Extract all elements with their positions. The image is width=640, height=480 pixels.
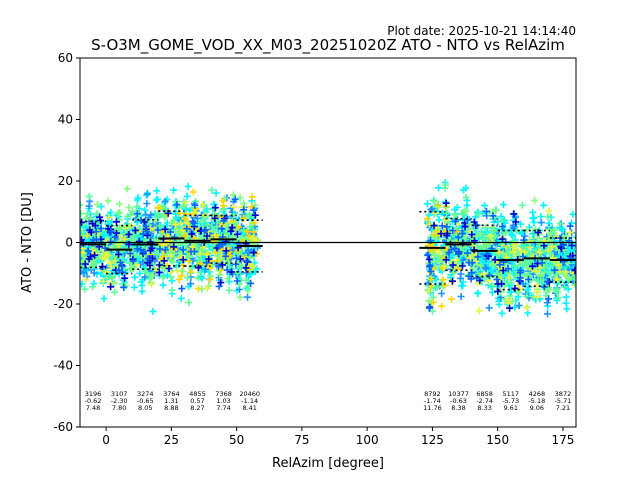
bin-count-label: 20460 [239, 390, 260, 398]
scatter-marker-group [84, 195, 575, 312]
bin-count-label: 3196 [85, 390, 102, 398]
x-axis-label: RelAzim [degree] [272, 456, 384, 471]
bin-std-label: 9.61 [503, 404, 517, 412]
x-tick-label: 50 [229, 433, 244, 447]
bin-count-label: 4268 [529, 390, 546, 398]
chart-title: S-O3M_GOME_VOD_XX_M03_20251020Z ATO - NT… [91, 36, 565, 55]
bin-std-label: 9.06 [530, 404, 544, 412]
bin-mean-label: -5.73 [502, 397, 519, 405]
x-tick-label: 100 [356, 433, 379, 447]
y-tick-label: 20 [58, 174, 73, 188]
bin-count-label: 3107 [111, 390, 128, 398]
bin-mean-label: -5.18 [528, 397, 545, 405]
x-axis-ticks: 0 25 50 75 100 125 150 175 [102, 427, 574, 447]
bin-std-label: 7.74 [216, 404, 230, 412]
x-tick-label: 25 [164, 433, 179, 447]
y-tick-label: -60 [53, 420, 73, 434]
bin-mean-label: 1.03 [216, 397, 230, 405]
bin-count-label: 6858 [476, 390, 493, 398]
plot-date: Plot date: 2025-10-21 14:14:40 [387, 24, 576, 38]
y-tick-label: 60 [58, 51, 73, 65]
y-tick-label: -20 [53, 297, 73, 311]
bin-count-label: 7368 [215, 390, 232, 398]
bin-std-label: 7.21 [556, 404, 570, 412]
x-tick-label: 125 [421, 433, 444, 447]
bin-mean-label: 1.31 [164, 397, 178, 405]
bin-std-label: 7.80 [112, 404, 126, 412]
bin-std-label: 8.33 [477, 404, 491, 412]
bin-stat-labels: 3196-0.627.48 3107-2.307.80 3274-0.658.05 3… [85, 390, 572, 412]
bin-mean-label: -2.74 [476, 397, 493, 405]
y-axis-label: ATO - NTO [DU] [20, 192, 35, 293]
x-tick-label: 150 [486, 433, 509, 447]
bin-stat-lines [80, 210, 576, 291]
y-tick-label: 40 [58, 113, 73, 127]
bin-mean-label: -0.62 [85, 397, 102, 405]
bin-count-label: 3274 [137, 390, 154, 398]
bin-mean-label: -0.63 [450, 397, 467, 405]
bin-std-label: 8.27 [190, 404, 204, 412]
bin-std-label: 8.88 [164, 404, 178, 412]
bin-std-label: 8.38 [451, 404, 465, 412]
bin-std-label: 7.48 [86, 404, 100, 412]
y-tick-label: -40 [53, 359, 73, 373]
bin-mean-label: -1.14 [241, 397, 258, 405]
x-tick-label: 75 [294, 433, 309, 447]
x-tick-label: 175 [551, 433, 574, 447]
bin-count-label: 3872 [555, 390, 572, 398]
bin-std-label: 11.76 [423, 404, 442, 412]
bin-count-label: 3764 [163, 390, 180, 398]
bin-mean-label: 0.57 [190, 397, 204, 405]
y-tick-label: 0 [65, 236, 73, 250]
x-tick-label: 0 [102, 433, 110, 447]
bin-mean-label: -5.71 [555, 397, 572, 405]
bin-mean-label: -1.74 [424, 397, 441, 405]
bin-mean-label: -0.65 [137, 397, 154, 405]
y-axis-ticks: -60 -40 -20 0 20 40 60 [53, 51, 80, 434]
bin-count-label: 10377 [448, 390, 469, 398]
bin-count-label: 8792 [424, 390, 441, 398]
bin-mean-label: -2.30 [111, 397, 128, 405]
bin-count-label: 4855 [189, 390, 206, 398]
bin-std-label: 8.05 [138, 404, 152, 412]
scatter-points [80, 179, 576, 318]
bin-std-label: 8.41 [242, 404, 256, 412]
bin-count-label: 5117 [502, 390, 519, 398]
